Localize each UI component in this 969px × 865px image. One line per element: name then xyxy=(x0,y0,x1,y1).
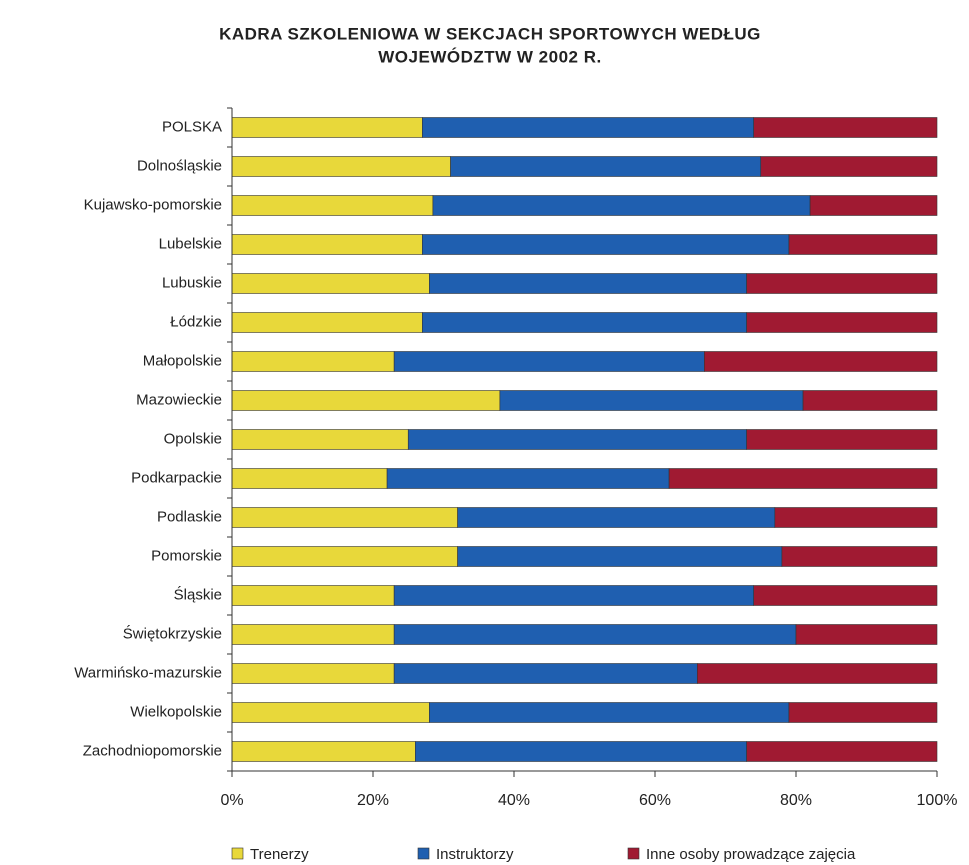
y-tick-label: Lubelskie xyxy=(159,235,222,252)
legend-swatch xyxy=(231,847,244,860)
x-tick-label: 0% xyxy=(220,792,243,809)
x-tick-label: 20% xyxy=(357,792,389,809)
bar-segment xyxy=(231,312,423,333)
bar-segment xyxy=(760,156,938,177)
bar-segment xyxy=(668,468,938,489)
y-tick-label: Wielkopolskie xyxy=(130,703,222,720)
bar-segment xyxy=(788,702,938,723)
bar-segment xyxy=(231,585,395,606)
bar-segment xyxy=(809,195,938,216)
bar-segment xyxy=(393,624,797,645)
y-tick-label: Świętokrzyskie xyxy=(123,624,222,642)
bar-segment xyxy=(393,585,754,606)
y-tick-label: Dolnośląskie xyxy=(137,157,222,174)
y-tick-label: Łódzkie xyxy=(170,313,222,330)
bar-segment xyxy=(746,273,938,294)
bar-segment xyxy=(429,273,747,294)
bar-segment xyxy=(746,312,938,333)
chart-subtitle: WOJEWÓDZTW W 2002 R. xyxy=(378,47,601,66)
y-tick-label: Podkarpackie xyxy=(131,469,222,486)
y-tick-label: Warmińsko-mazurskie xyxy=(74,664,222,681)
y-tick-label: Podlaskie xyxy=(157,508,222,525)
y-tick-label: Lubuskie xyxy=(162,274,222,291)
bar-segment xyxy=(393,663,698,684)
bar-segment xyxy=(231,546,458,567)
bar-segment xyxy=(231,702,430,723)
bar-segment xyxy=(414,741,747,762)
bar-segment xyxy=(746,429,938,450)
bar-segment xyxy=(696,663,938,684)
bar-segment xyxy=(422,312,747,333)
bar-segment xyxy=(386,468,670,489)
bar-segment xyxy=(429,702,790,723)
bar-segment xyxy=(231,741,416,762)
bar-segment xyxy=(393,351,705,372)
bar-segment xyxy=(231,351,395,372)
bar-segment xyxy=(422,234,790,255)
bar-segment xyxy=(231,429,409,450)
y-tick-label: Pomorskie xyxy=(151,547,222,564)
chart-title: KADRA SZKOLENIOWA W SEKCJACH SPORTOWYCH … xyxy=(219,24,761,43)
y-tick-label: POLSKA xyxy=(162,118,222,135)
bar-segment xyxy=(432,195,811,216)
bar-segment xyxy=(231,156,451,177)
bar-segment xyxy=(231,468,388,489)
bar-segment xyxy=(704,351,938,372)
bar-segment xyxy=(746,741,938,762)
bar-segment xyxy=(499,390,804,411)
bar-segment xyxy=(774,507,938,528)
x-tick-label: 60% xyxy=(639,792,671,809)
bar-segment xyxy=(231,624,395,645)
bar-segment xyxy=(457,507,776,528)
legend-swatch xyxy=(417,847,430,860)
bar-segment xyxy=(231,507,458,528)
x-tick-label: 40% xyxy=(498,792,530,809)
legend-swatch xyxy=(627,847,640,860)
bar-segment xyxy=(753,117,938,138)
y-tick-label: Mazowieckie xyxy=(136,391,222,408)
x-tick-label: 100% xyxy=(917,792,958,809)
legend-label: Inne osoby prowadzące zajęcia xyxy=(646,846,856,863)
bar-segment xyxy=(795,624,938,645)
bar-segment xyxy=(457,546,783,567)
bar-segment xyxy=(422,117,755,138)
bar-segment xyxy=(231,195,434,216)
legend-label: Trenerzy xyxy=(250,846,309,863)
x-tick-label: 80% xyxy=(780,792,812,809)
bar-segment xyxy=(231,234,423,255)
bar-segment xyxy=(788,234,938,255)
bar-segment xyxy=(231,117,423,138)
bar-segment xyxy=(407,429,747,450)
bar-segment xyxy=(781,546,938,567)
bar-segment xyxy=(231,273,430,294)
y-tick-label: Zachodniopomorskie xyxy=(83,742,222,759)
bar-segment xyxy=(231,390,501,411)
legend-label: Instruktorzy xyxy=(436,846,514,863)
bar-segment xyxy=(753,585,938,606)
y-tick-label: Małopolskie xyxy=(143,352,222,369)
y-tick-label: Opolskie xyxy=(164,430,222,447)
bar-segment xyxy=(231,663,395,684)
y-tick-label: Kujawsko-pomorskie xyxy=(84,196,222,213)
bar-segment xyxy=(450,156,762,177)
y-tick-label: Śląskie xyxy=(174,585,222,603)
bar-segment xyxy=(802,390,938,411)
